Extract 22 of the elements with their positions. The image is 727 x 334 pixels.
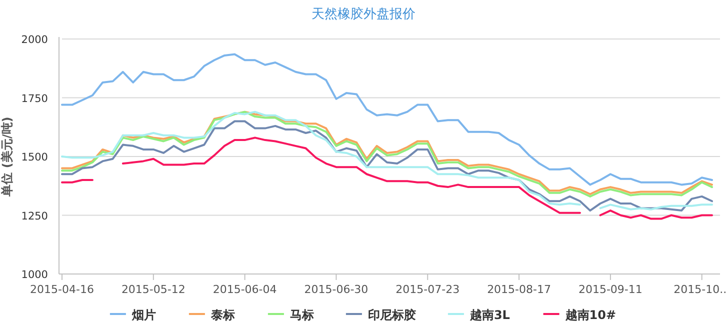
x-tick-label: 2015-05-12: [121, 283, 186, 296]
x-tick-label: 2015-10...: [674, 283, 727, 296]
y-tick-label: 1750: [21, 92, 48, 105]
legend-label: 越南10#: [564, 308, 616, 322]
legend-label: 印尼标胶: [368, 308, 416, 322]
y-tick-label: 1000: [21, 269, 48, 281]
chart-title: 天然橡胶外盘报价: [312, 7, 416, 22]
legend-label: 马标: [290, 308, 314, 322]
x-tick-label: 2015-07-23: [396, 283, 460, 296]
x-tick-label: 2015-06-04: [212, 283, 277, 296]
x-tick-label: 2015-08-17: [487, 283, 551, 296]
y-tick-label: 1500: [21, 152, 48, 164]
line-series: [61, 53, 713, 186]
legend-label: 泰标: [210, 308, 235, 322]
x-tick-label: 2015-06-30: [304, 283, 368, 296]
x-tick-label: 2015-09-11: [578, 283, 642, 296]
y-tick-label: 1250: [21, 210, 48, 222]
legend-label: 烟片: [130, 308, 156, 322]
y-axis-title: 单位 (美元/吨): [0, 116, 14, 198]
x-tick-label: 2015-04-16: [30, 283, 94, 296]
y-tick-label: 2000: [21, 34, 48, 46]
legend-label: 越南3L: [468, 308, 510, 322]
